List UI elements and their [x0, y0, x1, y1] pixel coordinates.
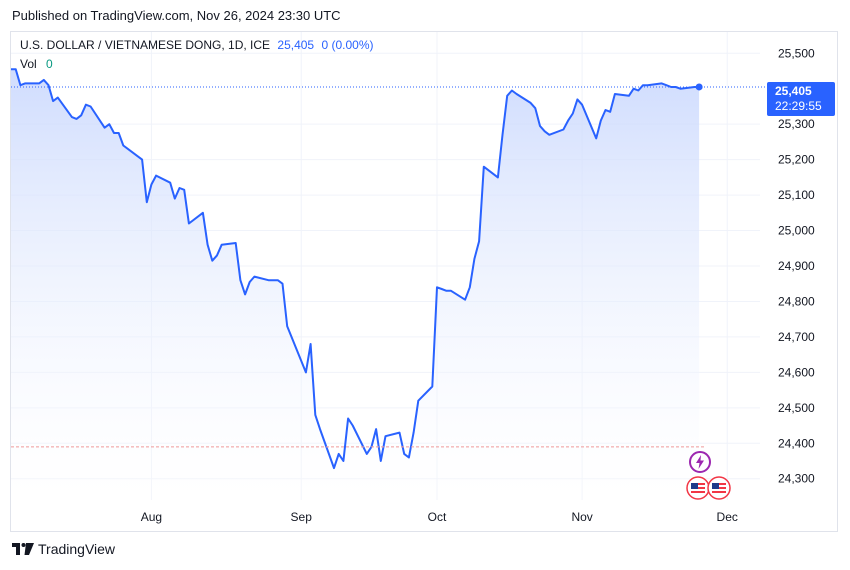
last-price-label: 25,405 22:29:55: [767, 82, 835, 116]
y-tick-label: 24,700: [778, 330, 815, 344]
x-tick-label: Oct: [428, 510, 447, 524]
y-tick-label: 25,200: [778, 153, 815, 167]
chart-frame: [10, 31, 838, 532]
y-tick-label: 24,900: [778, 259, 815, 273]
tradingview-brand[interactable]: TradingView: [12, 541, 115, 557]
y-axis: 24,300 24,400 24,500 24,600 24,700 24,800 24,9…: [778, 46, 815, 485]
x-tick-label: Nov: [571, 510, 592, 524]
tradingview-logo-icon: [12, 543, 34, 555]
y-tick-label: 24,600: [778, 365, 815, 379]
x-tick-label: Sep: [291, 510, 313, 524]
x-axis: Aug Sep Oct Nov Dec: [141, 510, 738, 524]
last-price-tag: 25,405: [775, 84, 812, 98]
lightning-event-icon[interactable]: [688, 450, 712, 474]
us-flag-event-icon[interactable]: [686, 475, 734, 501]
bar-countdown: 22:29:55: [775, 99, 822, 113]
last-price-dot: [695, 83, 703, 91]
change-value: 0 (0.00%): [321, 38, 374, 52]
published-note: Published on TradingView.com, Nov 26, 20…: [12, 8, 341, 23]
last-price-value: 25,405: [277, 38, 315, 52]
x-tick-label: Aug: [141, 510, 162, 524]
y-tick-label: 25,300: [778, 117, 815, 131]
y-tick-label: 24,400: [778, 436, 815, 450]
y-tick-label: 25,000: [778, 224, 815, 238]
price-line: [11, 68, 700, 470]
y-tick-label: 25,500: [778, 46, 815, 60]
series-area: [11, 68, 700, 500]
volume-value: 0: [46, 57, 53, 71]
y-tick-label: 24,300: [778, 472, 815, 486]
price-area-fill: [11, 69, 700, 500]
y-tick-label: 24,800: [778, 294, 815, 308]
volume-label: Vol: [20, 57, 37, 71]
symbol-title: U.S. DOLLAR / VIETNAMESE DONG, 1D, ICE: [20, 38, 271, 52]
symbol-legend[interactable]: U.S. DOLLAR / VIETNAMESE DONG, 1D, ICE 2…: [20, 38, 373, 52]
y-tick-label: 25,100: [778, 188, 815, 202]
volume-legend[interactable]: Vol 0: [20, 57, 53, 71]
brand-name: TradingView: [38, 541, 116, 557]
y-tick-label: 24,500: [778, 401, 815, 415]
x-tick-label: Dec: [717, 510, 738, 524]
reference-lines: [11, 83, 765, 448]
